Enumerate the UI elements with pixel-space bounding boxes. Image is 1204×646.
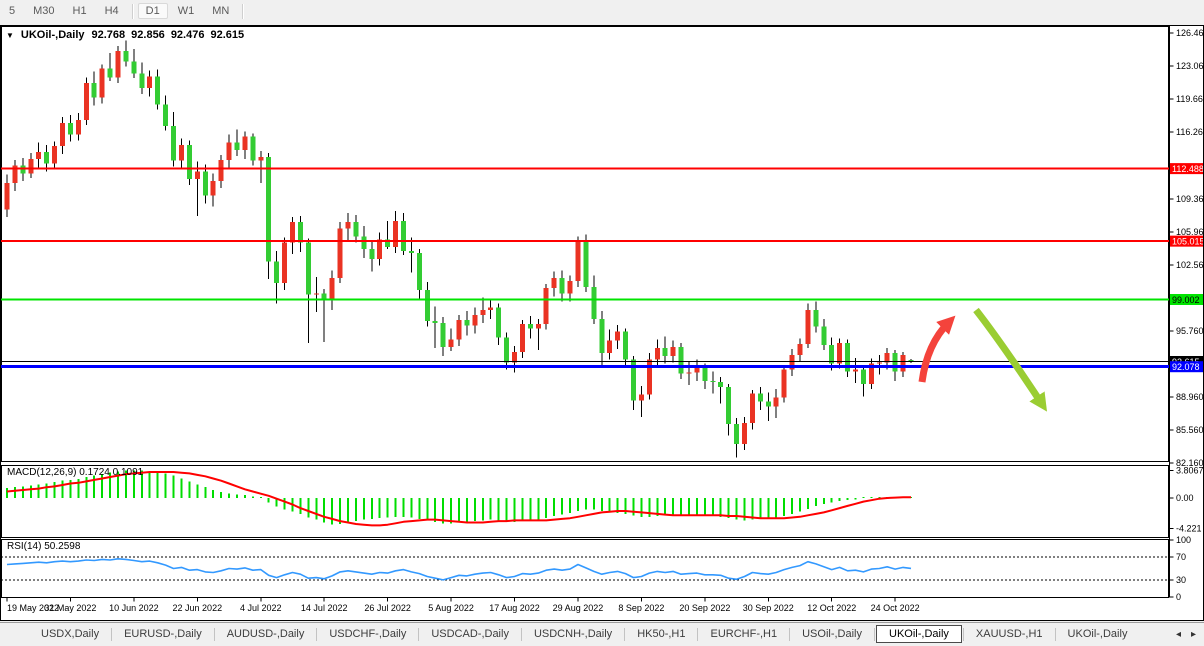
panel-frames — [1, 26, 1170, 598]
tab-divider — [874, 627, 876, 641]
timeframe-w1-button[interactable]: W1 — [177, 5, 195, 17]
svg-text:20 Sep 2022: 20 Sep 2022 — [679, 603, 730, 613]
tab-ukoil-daily[interactable]: UKOil-,Daily — [1067, 628, 1128, 640]
price-level-lines — [1, 167, 1169, 369]
chart-title: ▼ UKOil-,Daily 92.768 92.856 92.476 92.6… — [6, 29, 244, 41]
svg-text:100: 100 — [1176, 535, 1191, 545]
rsi-panel — [1, 556, 1169, 581]
svg-text:112.488: 112.488 — [1172, 164, 1203, 174]
svg-text:30: 30 — [1176, 575, 1186, 585]
chart-symbol-label: UKOil-,Daily — [20, 29, 85, 41]
macd-indicator-label: MACD(12,26,9) 0.1724 0.1091 — [7, 467, 144, 478]
high-value: 92.856 — [131, 29, 165, 41]
svg-text:29 Aug 2022: 29 Aug 2022 — [553, 603, 604, 613]
svg-text:24 Oct 2022: 24 Oct 2022 — [871, 603, 920, 613]
svg-text:-4.221: -4.221 — [1176, 523, 1202, 533]
tab-xauusd-h1[interactable]: XAUUSD-,H1 — [975, 628, 1043, 640]
tab-usdx-daily[interactable]: USDX,Daily — [41, 628, 100, 640]
chart-canvas[interactable]: 126.460 123.060 119.660 116.260 109.360 105.9… — [1, 26, 1203, 618]
tabs-container: USDX,Daily EURUSD-,Daily AUDUSD-,Daily USDC… — [30, 625, 1138, 643]
svg-text:12 Oct 2022: 12 Oct 2022 — [807, 603, 856, 613]
macd-panel — [6, 470, 913, 527]
tab-usoil-daily[interactable]: USOil-,Daily — [802, 628, 863, 640]
open-value: 92.768 — [91, 29, 126, 41]
svg-text:0.00: 0.00 — [1176, 493, 1194, 503]
tab-usdcnh-daily[interactable]: USDCNH-,Daily — [533, 628, 613, 640]
svg-text:105.960: 105.960 — [1176, 227, 1203, 237]
tab-divider — [624, 627, 626, 641]
symbol-tab-bar: USDX,Daily EURUSD-,Daily AUDUSD-,Daily USDC… — [0, 622, 1204, 645]
timeframe-h4-button[interactable]: H4 — [104, 5, 119, 17]
tab-divider — [111, 627, 113, 641]
tab-usdchf-daily[interactable]: USDCHF-,Daily — [329, 628, 407, 640]
annotations-layer — [918, 307, 1048, 412]
tab-divider — [697, 627, 699, 641]
tab-eurusd-daily[interactable]: EURUSD-,Daily — [124, 628, 202, 640]
tab-scroll-right-icon[interactable]: ▸ — [1190, 628, 1196, 640]
tab-divider — [418, 627, 420, 641]
svg-text:109.360: 109.360 — [1176, 194, 1203, 204]
svg-text:126.460: 126.460 — [1176, 28, 1203, 38]
svg-text:85.560: 85.560 — [1176, 425, 1203, 435]
tab-scroll-left-icon[interactable]: ◂ — [1175, 628, 1181, 640]
svg-text:102.560: 102.560 — [1176, 260, 1203, 270]
svg-text:70: 70 — [1176, 552, 1186, 562]
svg-text:95.760: 95.760 — [1176, 326, 1203, 336]
svg-text:82.160: 82.160 — [1176, 458, 1203, 468]
tab-divider — [962, 627, 964, 641]
svg-text:119.660: 119.660 — [1176, 94, 1203, 104]
svg-text:3.8067: 3.8067 — [1176, 466, 1203, 476]
svg-text:10 Jun 2022: 10 Jun 2022 — [109, 603, 159, 613]
svg-text:116.260: 116.260 — [1176, 127, 1203, 137]
tab-scroll-controls: ◂ ▸ — [1176, 629, 1204, 640]
svg-text:5 Aug 2022: 5 Aug 2022 — [428, 603, 474, 613]
svg-text:30 Sep 2022: 30 Sep 2022 — [743, 603, 794, 613]
timeframe-mn-button[interactable]: MN — [212, 5, 230, 17]
timeframe-h1-button[interactable]: H1 — [72, 5, 87, 17]
svg-text:8 Sep 2022: 8 Sep 2022 — [618, 603, 664, 613]
toolbar-separator — [242, 3, 244, 19]
tab-divider — [316, 627, 318, 641]
svg-text:88.960: 88.960 — [1176, 392, 1203, 402]
tab-eurchf-h1[interactable]: EURCHF-,H1 — [710, 628, 778, 640]
svg-text:0: 0 — [1176, 592, 1181, 602]
rsi-indicator-label: RSI(14) 50.2598 — [7, 541, 81, 552]
svg-text:19 May 2022: 19 May 2022 — [7, 603, 59, 613]
svg-text:123.060: 123.060 — [1176, 61, 1203, 71]
svg-text:31 May 2022: 31 May 2022 — [44, 603, 96, 613]
tab-divider — [213, 627, 215, 641]
timeframe-d1-button[interactable]: D1 — [137, 3, 168, 19]
tab-divider — [789, 627, 791, 641]
svg-text:4 Jul 2022: 4 Jul 2022 — [240, 603, 282, 613]
timeframe-toolbar: 5 M30 H1 H4 D1 W1 MN — [0, 0, 1204, 22]
svg-text:14 Jul 2022: 14 Jul 2022 — [301, 603, 348, 613]
timeframe-5-button[interactable]: 5 — [9, 5, 16, 17]
tab-divider — [1054, 627, 1056, 641]
tab-usdcad-daily[interactable]: USDCAD-,Daily — [431, 628, 509, 640]
svg-text:105.015: 105.015 — [1172, 237, 1203, 247]
chart-window: 126.460 123.060 119.660 116.260 109.360 105.9… — [0, 25, 1204, 621]
tab-divider — [520, 627, 522, 641]
symbol-dropdown-icon[interactable]: ▼ — [6, 30, 14, 40]
svg-text:26 Jul 2022: 26 Jul 2022 — [364, 603, 411, 613]
price-axis: 126.460 123.060 119.660 116.260 109.360 105.9… — [1169, 28, 1203, 602]
tab-audusd-daily[interactable]: AUDUSD-,Daily — [226, 628, 305, 640]
ohlc-readout: 92.768 92.856 92.476 92.615 — [92, 29, 245, 41]
toolbar-separator — [131, 3, 133, 19]
up-arrow-annotation[interactable] — [918, 315, 956, 383]
tab-hk50-h1[interactable]: HK50-,H1 — [637, 628, 686, 640]
tab-ukoil-daily[interactable]: UKOil-,Daily — [876, 625, 962, 643]
down-arrow-annotation[interactable] — [973, 307, 1048, 412]
svg-text:17 Aug 2022: 17 Aug 2022 — [489, 603, 540, 613]
svg-text:92.078: 92.078 — [1172, 362, 1200, 372]
candles-layer — [4, 40, 914, 458]
low-value: 92.476 — [170, 29, 205, 41]
timeframe-m30-button[interactable]: M30 — [33, 5, 55, 17]
close-value: 92.615 — [210, 29, 245, 41]
svg-text:22 Jun 2022: 22 Jun 2022 — [173, 603, 223, 613]
svg-text:99.002: 99.002 — [1172, 295, 1200, 305]
